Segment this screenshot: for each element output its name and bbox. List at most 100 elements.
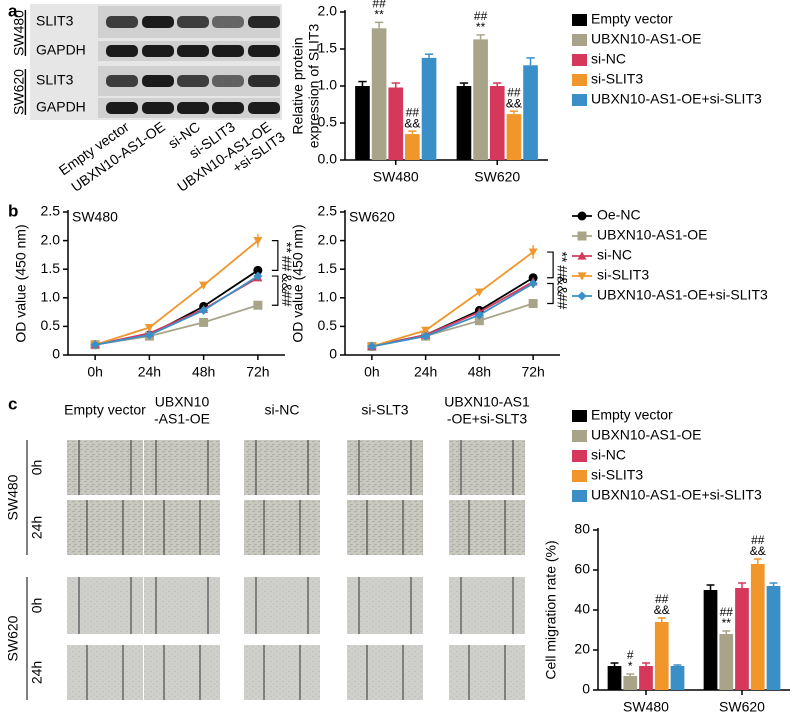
legend-label: UBXN10-AS1-OE: [591, 31, 701, 47]
bar: [719, 634, 734, 690]
blot-band: [248, 75, 280, 87]
x-tick-label: SW480: [373, 169, 419, 185]
legend-swatch: [572, 14, 587, 26]
y-tick-label: 1.0: [318, 77, 338, 93]
legend-marker: [577, 291, 587, 301]
y-tick-label: 0.0: [318, 151, 338, 167]
legend-marker: [577, 251, 587, 260]
scratch-image: [347, 500, 423, 555]
time-label: 0h: [29, 598, 45, 614]
bar: [405, 134, 420, 160]
point: [528, 299, 538, 309]
scratch-image: [144, 500, 220, 555]
blot-band: [142, 75, 174, 87]
column-header: UBXN10-AS1: [444, 394, 530, 410]
y-tick-label: 80: [574, 521, 590, 537]
bracket: [271, 240, 279, 271]
legend-label: UBXN10-AS1-OE+si-SLIT3: [591, 487, 762, 503]
significance-mark: **: [722, 616, 732, 630]
bracket-label: ##: [279, 291, 295, 307]
y-tick-label: 1.0: [318, 289, 338, 305]
legend-marker: [577, 272, 587, 281]
scratch-image: [67, 645, 143, 700]
y-tick-label: 2.5: [318, 203, 338, 219]
legend-label: si-NC: [591, 447, 626, 463]
y-tick-label: 0: [329, 346, 337, 362]
significance-mark: ##: [720, 605, 734, 619]
x-tick-label: 72h: [246, 364, 269, 380]
blot-band: [142, 45, 174, 57]
series-line: [94, 269, 259, 346]
blot-band: [212, 75, 244, 87]
y-tick-label: 2.0: [318, 3, 338, 19]
y-tick-label: 2.0: [318, 231, 338, 247]
blot-group-label: SW480: [11, 10, 27, 56]
bar: [654, 622, 669, 690]
x-tick-label: 0h: [87, 364, 103, 380]
scratch-image: [144, 645, 220, 700]
significance-mark: #: [627, 648, 634, 662]
scratch-image: [244, 577, 320, 634]
bar: [523, 65, 538, 160]
legend-marker: [577, 211, 587, 221]
legend-label: si-SLIT3: [591, 71, 643, 87]
legend-swatch: [572, 54, 587, 66]
y-tick-label: 60: [574, 561, 590, 577]
legend-label: si-NC: [597, 247, 632, 263]
significance-mark: &&: [404, 116, 420, 130]
legend-label: Oe-NC: [597, 207, 641, 223]
significance-mark: ##: [751, 533, 765, 547]
panel-letter: c: [8, 394, 17, 413]
point: [421, 326, 431, 335]
scratch-image: [347, 577, 423, 634]
series-line: [94, 239, 259, 346]
bar: [750, 564, 765, 690]
legend-label: UBXN10-AS1-OE+si-SLIT3: [591, 91, 762, 107]
legend-label: Empty vector: [591, 407, 673, 423]
bar: [473, 39, 488, 160]
bar: [607, 666, 622, 690]
blot-band: [248, 45, 280, 57]
y-tick-label: 2.5: [41, 203, 61, 219]
blot-row-label: SLIT3: [36, 72, 74, 88]
panel-letter: a: [8, 1, 18, 20]
point: [421, 331, 431, 341]
point: [474, 316, 484, 326]
blot-band: [248, 16, 280, 28]
bracket-label: ##: [554, 294, 570, 310]
bracket-label: **: [554, 251, 570, 262]
scratch-image: [67, 577, 143, 634]
chart-title: SW480: [72, 209, 118, 225]
legend-label: si-NC: [591, 51, 626, 67]
point: [253, 237, 263, 246]
legend-swatch: [572, 410, 587, 422]
group-label: SW480: [5, 474, 21, 520]
y-axis-label: Relative protein: [290, 37, 306, 134]
significance-mark: *: [628, 659, 633, 673]
y-axis-label: OD value (450 nm): [290, 224, 306, 342]
bar: [355, 86, 370, 160]
series-line: [371, 282, 534, 348]
scratch-image: [67, 440, 143, 495]
legend-marker: [577, 231, 587, 241]
y-axis-label: OD value (450 nm): [13, 224, 29, 342]
blot-row-label: SLIT3: [36, 13, 74, 29]
significance-mark: &&: [750, 544, 766, 558]
x-tick-label: SW480: [623, 699, 669, 715]
column-header: Empty vector: [64, 402, 146, 418]
legend-swatch: [572, 74, 587, 86]
bar: [489, 86, 505, 160]
point: [90, 340, 100, 350]
significance-mark: ##: [372, 0, 386, 11]
column-header: -OE+si-SLT3: [447, 411, 527, 427]
legend-label: UBXN10-AS1-OE+si-SLIT3: [597, 287, 768, 303]
blot-band: [212, 102, 244, 114]
bracket-label: ##: [279, 256, 295, 272]
legend-swatch: [572, 470, 587, 482]
x-tick-label: 72h: [521, 364, 544, 380]
y-tick-label: 1.0: [41, 289, 61, 305]
point: [367, 341, 377, 351]
legend-label: si-SLIT3: [597, 267, 649, 283]
legend-swatch: [572, 450, 587, 462]
scratch-image: [347, 645, 423, 700]
